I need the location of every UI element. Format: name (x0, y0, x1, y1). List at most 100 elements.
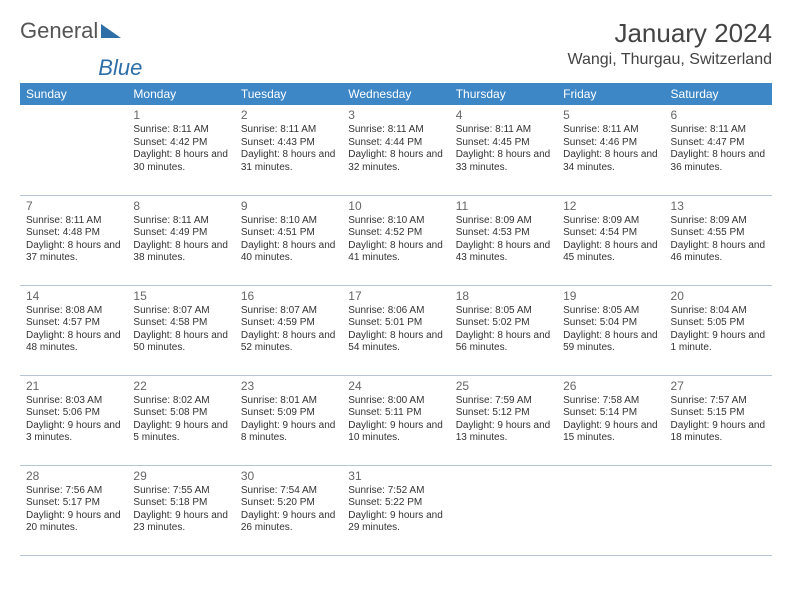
day-number: 20 (671, 289, 766, 304)
day-number: 16 (241, 289, 336, 304)
day-info: Sunrise: 8:11 AMSunset: 4:42 PMDaylight:… (133, 124, 228, 174)
calendar-cell: 20Sunrise: 8:04 AMSunset: 5:05 PMDayligh… (665, 285, 772, 375)
brand-part2: Blue (98, 55, 142, 80)
calendar-cell: 27Sunrise: 7:57 AMSunset: 5:15 PMDayligh… (665, 375, 772, 465)
day-info: Sunrise: 7:52 AMSunset: 5:22 PMDaylight:… (348, 485, 443, 535)
day-number: 28 (26, 469, 121, 484)
calendar-cell: 5Sunrise: 8:11 AMSunset: 4:46 PMDaylight… (557, 105, 664, 195)
calendar-cell (450, 465, 557, 555)
day-info: Sunrise: 8:09 AMSunset: 4:53 PMDaylight:… (456, 215, 551, 265)
day-info: Sunrise: 8:03 AMSunset: 5:06 PMDaylight:… (26, 395, 121, 445)
day-info: Sunrise: 7:54 AMSunset: 5:20 PMDaylight:… (241, 485, 336, 535)
day-number: 31 (348, 469, 443, 484)
weekday-header: Monday (127, 83, 234, 105)
day-info: Sunrise: 8:11 AMSunset: 4:48 PMDaylight:… (26, 215, 121, 265)
day-info: Sunrise: 8:05 AMSunset: 5:02 PMDaylight:… (456, 305, 551, 355)
weekday-header: Saturday (665, 83, 772, 105)
day-number: 8 (133, 199, 228, 214)
day-info: Sunrise: 8:11 AMSunset: 4:43 PMDaylight:… (241, 124, 336, 174)
day-info: Sunrise: 8:07 AMSunset: 4:58 PMDaylight:… (133, 305, 228, 355)
day-info: Sunrise: 8:10 AMSunset: 4:52 PMDaylight:… (348, 215, 443, 265)
day-number: 1 (133, 108, 228, 123)
calendar-cell: 29Sunrise: 7:55 AMSunset: 5:18 PMDayligh… (127, 465, 234, 555)
calendar-cell: 17Sunrise: 8:06 AMSunset: 5:01 PMDayligh… (342, 285, 449, 375)
brand-triangle-icon (101, 24, 121, 38)
day-number: 3 (348, 108, 443, 123)
calendar-cell: 31Sunrise: 7:52 AMSunset: 5:22 PMDayligh… (342, 465, 449, 555)
calendar-table: SundayMondayTuesdayWednesdayThursdayFrid… (20, 83, 772, 556)
day-number: 19 (563, 289, 658, 304)
calendar-cell: 21Sunrise: 8:03 AMSunset: 5:06 PMDayligh… (20, 375, 127, 465)
day-number: 7 (26, 199, 121, 214)
calendar-cell: 3Sunrise: 8:11 AMSunset: 4:44 PMDaylight… (342, 105, 449, 195)
day-number: 9 (241, 199, 336, 214)
day-info: Sunrise: 8:11 AMSunset: 4:44 PMDaylight:… (348, 124, 443, 174)
calendar-cell: 18Sunrise: 8:05 AMSunset: 5:02 PMDayligh… (450, 285, 557, 375)
calendar-cell: 13Sunrise: 8:09 AMSunset: 4:55 PMDayligh… (665, 195, 772, 285)
weekday-header: Wednesday (342, 83, 449, 105)
day-info: Sunrise: 7:55 AMSunset: 5:18 PMDaylight:… (133, 485, 228, 535)
calendar-cell: 22Sunrise: 8:02 AMSunset: 5:08 PMDayligh… (127, 375, 234, 465)
day-number: 29 (133, 469, 228, 484)
brand-part2-row: GeneralBlue (20, 55, 772, 81)
day-info: Sunrise: 7:59 AMSunset: 5:12 PMDaylight:… (456, 395, 551, 445)
calendar-body: 1Sunrise: 8:11 AMSunset: 4:42 PMDaylight… (20, 105, 772, 555)
calendar-cell: 26Sunrise: 7:58 AMSunset: 5:14 PMDayligh… (557, 375, 664, 465)
day-number: 24 (348, 379, 443, 394)
day-info: Sunrise: 8:00 AMSunset: 5:11 PMDaylight:… (348, 395, 443, 445)
calendar-cell: 19Sunrise: 8:05 AMSunset: 5:04 PMDayligh… (557, 285, 664, 375)
calendar-cell (20, 105, 127, 195)
day-number: 6 (671, 108, 766, 123)
day-number: 10 (348, 199, 443, 214)
day-info: Sunrise: 7:57 AMSunset: 5:15 PMDaylight:… (671, 395, 766, 445)
day-info: Sunrise: 8:01 AMSunset: 5:09 PMDaylight:… (241, 395, 336, 445)
calendar-cell: 15Sunrise: 8:07 AMSunset: 4:58 PMDayligh… (127, 285, 234, 375)
day-info: Sunrise: 8:09 AMSunset: 4:54 PMDaylight:… (563, 215, 658, 265)
day-number: 21 (26, 379, 121, 394)
calendar-cell: 28Sunrise: 7:56 AMSunset: 5:17 PMDayligh… (20, 465, 127, 555)
calendar-cell: 12Sunrise: 8:09 AMSunset: 4:54 PMDayligh… (557, 195, 664, 285)
day-number: 30 (241, 469, 336, 484)
day-number: 4 (456, 108, 551, 123)
calendar-cell: 24Sunrise: 8:00 AMSunset: 5:11 PMDayligh… (342, 375, 449, 465)
calendar-cell: 4Sunrise: 8:11 AMSunset: 4:45 PMDaylight… (450, 105, 557, 195)
day-info: Sunrise: 8:11 AMSunset: 4:47 PMDaylight:… (671, 124, 766, 174)
day-info: Sunrise: 8:11 AMSunset: 4:46 PMDaylight:… (563, 124, 658, 174)
day-info: Sunrise: 8:04 AMSunset: 5:05 PMDaylight:… (671, 305, 766, 355)
day-info: Sunrise: 8:05 AMSunset: 5:04 PMDaylight:… (563, 305, 658, 355)
day-number: 2 (241, 108, 336, 123)
day-number: 26 (563, 379, 658, 394)
calendar-cell: 6Sunrise: 8:11 AMSunset: 4:47 PMDaylight… (665, 105, 772, 195)
calendar-cell: 9Sunrise: 8:10 AMSunset: 4:51 PMDaylight… (235, 195, 342, 285)
calendar-cell: 11Sunrise: 8:09 AMSunset: 4:53 PMDayligh… (450, 195, 557, 285)
day-number: 15 (133, 289, 228, 304)
calendar-cell: 16Sunrise: 8:07 AMSunset: 4:59 PMDayligh… (235, 285, 342, 375)
day-info: Sunrise: 8:11 AMSunset: 4:45 PMDaylight:… (456, 124, 551, 174)
brand-logo: General (20, 18, 121, 44)
calendar-cell: 25Sunrise: 7:59 AMSunset: 5:12 PMDayligh… (450, 375, 557, 465)
calendar-cell: 23Sunrise: 8:01 AMSunset: 5:09 PMDayligh… (235, 375, 342, 465)
day-info: Sunrise: 8:11 AMSunset: 4:49 PMDaylight:… (133, 215, 228, 265)
day-info: Sunrise: 8:07 AMSunset: 4:59 PMDaylight:… (241, 305, 336, 355)
day-info: Sunrise: 8:08 AMSunset: 4:57 PMDaylight:… (26, 305, 121, 355)
day-info: Sunrise: 7:58 AMSunset: 5:14 PMDaylight:… (563, 395, 658, 445)
day-info: Sunrise: 8:06 AMSunset: 5:01 PMDaylight:… (348, 305, 443, 355)
calendar-header-row: SundayMondayTuesdayWednesdayThursdayFrid… (20, 83, 772, 105)
day-number: 13 (671, 199, 766, 214)
day-number: 18 (456, 289, 551, 304)
day-number: 14 (26, 289, 121, 304)
calendar-cell: 10Sunrise: 8:10 AMSunset: 4:52 PMDayligh… (342, 195, 449, 285)
day-number: 22 (133, 379, 228, 394)
weekday-header: Friday (557, 83, 664, 105)
day-number: 25 (456, 379, 551, 394)
day-number: 23 (241, 379, 336, 394)
day-info: Sunrise: 8:10 AMSunset: 4:51 PMDaylight:… (241, 215, 336, 265)
calendar-cell: 1Sunrise: 8:11 AMSunset: 4:42 PMDaylight… (127, 105, 234, 195)
calendar-cell: 30Sunrise: 7:54 AMSunset: 5:20 PMDayligh… (235, 465, 342, 555)
weekday-header: Sunday (20, 83, 127, 105)
calendar-cell: 8Sunrise: 8:11 AMSunset: 4:49 PMDaylight… (127, 195, 234, 285)
day-number: 27 (671, 379, 766, 394)
month-year-title: January 2024 (567, 18, 772, 49)
weekday-header: Tuesday (235, 83, 342, 105)
day-info: Sunrise: 8:09 AMSunset: 4:55 PMDaylight:… (671, 215, 766, 265)
